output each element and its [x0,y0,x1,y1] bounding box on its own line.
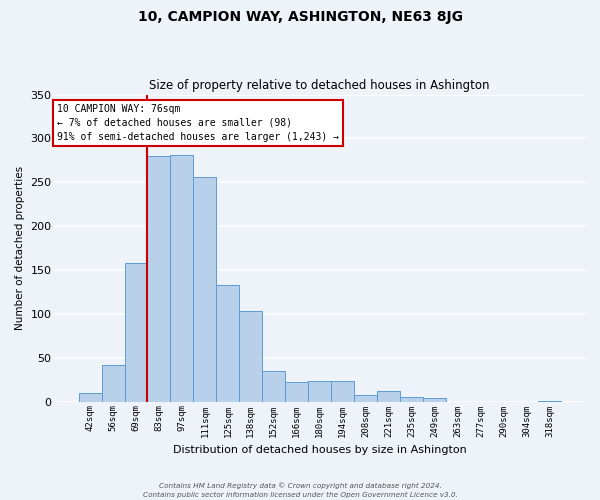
Bar [377,391,400,402]
X-axis label: Distribution of detached houses by size in Ashington: Distribution of detached houses by size … [173,445,467,455]
Bar [217,285,239,402]
Bar [125,263,148,402]
Text: Contains HM Land Registry data © Crown copyright and database right 2024.
Contai: Contains HM Land Registry data © Crown c… [143,482,457,498]
Bar [308,382,331,402]
Bar [101,365,125,402]
Bar [170,155,193,402]
Y-axis label: Number of detached properties: Number of detached properties [15,166,25,330]
Text: 10 CAMPION WAY: 76sqm
← 7% of detached houses are smaller (98)
91% of semi-detac: 10 CAMPION WAY: 76sqm ← 7% of detached h… [57,104,339,142]
Bar [285,382,308,402]
Bar [423,398,446,402]
Bar [262,371,285,402]
Bar [354,396,377,402]
Bar [239,312,262,402]
Bar [331,382,354,402]
Text: 10, CAMPION WAY, ASHINGTON, NE63 8JG: 10, CAMPION WAY, ASHINGTON, NE63 8JG [137,10,463,24]
Bar [538,401,561,402]
Bar [79,393,101,402]
Bar [193,177,217,402]
Bar [148,156,170,402]
Title: Size of property relative to detached houses in Ashington: Size of property relative to detached ho… [149,79,490,92]
Bar [400,398,423,402]
